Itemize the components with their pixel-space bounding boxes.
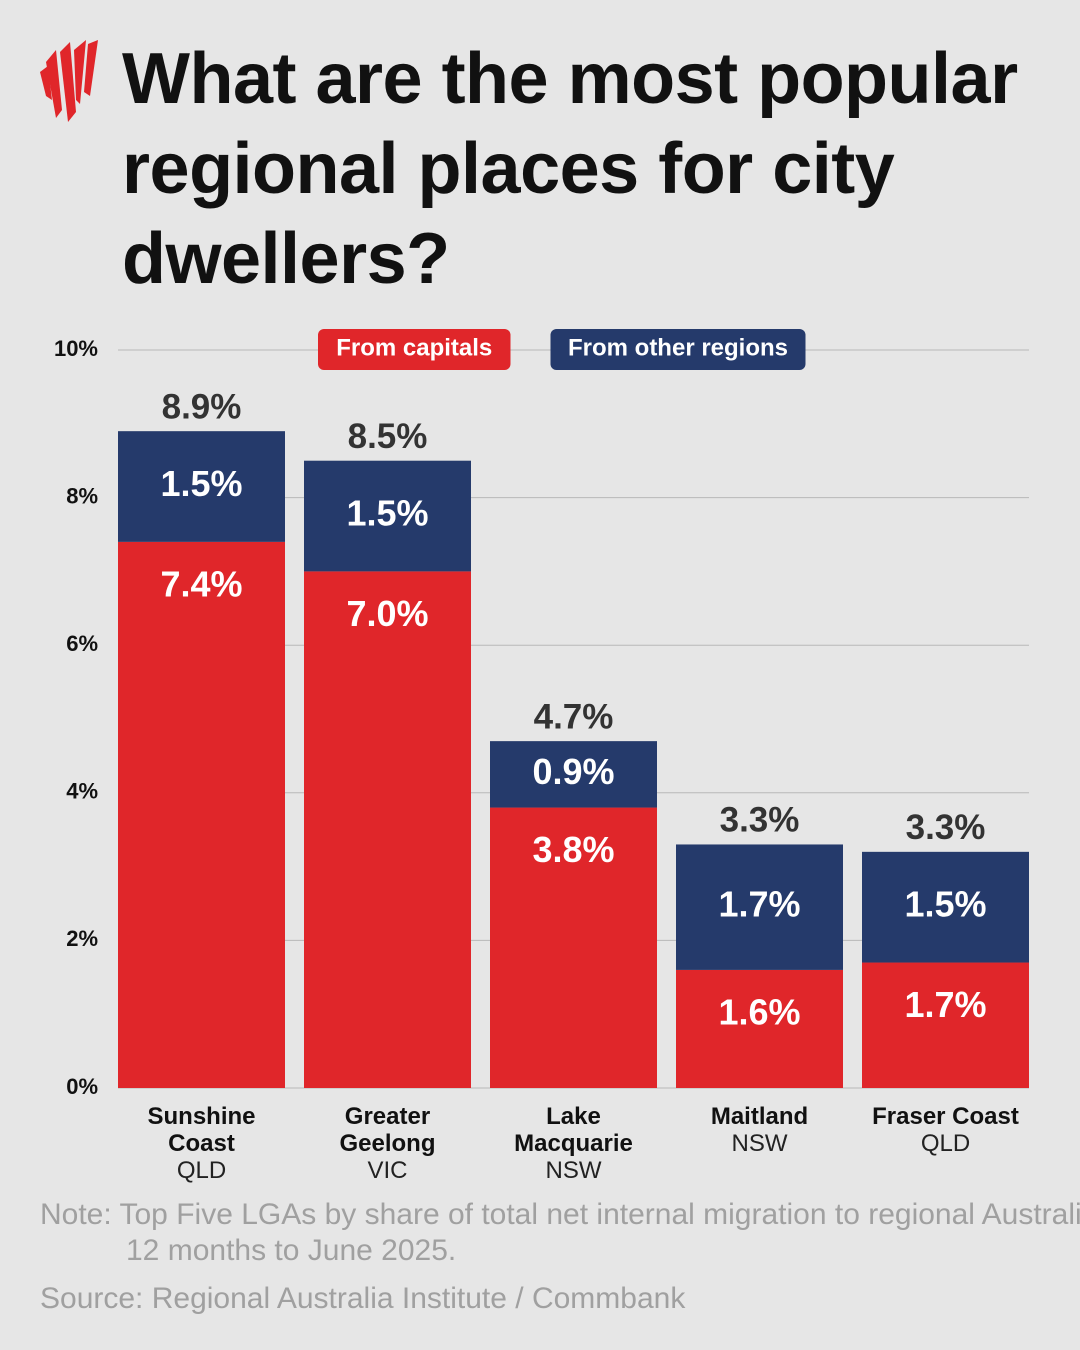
segment-label: 1.5% bbox=[160, 463, 242, 504]
total-label: 4.7% bbox=[534, 697, 614, 736]
category-label-group: Sunshine Coast QLD bbox=[116, 1103, 288, 1184]
bar-segment bbox=[862, 962, 1029, 1088]
segment-label: 7.0% bbox=[346, 593, 428, 634]
category-sublabel: NSW bbox=[545, 1157, 602, 1184]
category-sublabel: VIC bbox=[367, 1157, 408, 1184]
note: Note: Top Five LGAs by share of total ne… bbox=[40, 1198, 1080, 1267]
title: What are the most popular regional place… bbox=[122, 39, 1018, 299]
segment-label: 1.6% bbox=[718, 991, 800, 1032]
category-label: Lake Macquarie bbox=[514, 1103, 633, 1157]
bar-segment bbox=[676, 844, 843, 970]
bar-segment bbox=[118, 541, 285, 1088]
bar-segment bbox=[304, 571, 471, 1088]
category-label: Maitland bbox=[710, 1103, 809, 1130]
segment-label: 1.7% bbox=[718, 884, 800, 925]
segment-label: 1.7% bbox=[904, 984, 986, 1025]
category-label: Sunshine Coast bbox=[147, 1103, 256, 1157]
source: Source: Regional Australia Institute / C… bbox=[40, 1282, 686, 1315]
total-label: 3.3% bbox=[720, 801, 800, 840]
segment-label: 1.5% bbox=[904, 884, 986, 925]
bar-segment bbox=[862, 851, 1029, 963]
y-tick-label: 8% bbox=[66, 483, 98, 508]
segment-label: 0.9% bbox=[532, 751, 614, 792]
category-label-group: Fraser Coast QLD bbox=[860, 1103, 1032, 1157]
logo bbox=[40, 40, 98, 122]
y-tick-label: 4% bbox=[66, 779, 98, 804]
category-label-group: Maitland NSW bbox=[674, 1103, 846, 1157]
segment-label: 7.4% bbox=[160, 563, 242, 604]
total-label: 8.9% bbox=[162, 387, 242, 426]
bar-segment bbox=[490, 807, 657, 1088]
legend-swatch bbox=[550, 329, 806, 370]
bar-segment bbox=[118, 431, 285, 542]
category-sublabel: NSW bbox=[731, 1130, 788, 1157]
y-tick-label: 10% bbox=[54, 336, 98, 361]
category-sublabel: QLD bbox=[176, 1157, 227, 1184]
y-tick-label: 0% bbox=[66, 1074, 98, 1099]
total-label: 8.5% bbox=[348, 417, 428, 456]
legend-label: From other regions bbox=[568, 334, 788, 361]
segment-label: 1.5% bbox=[346, 493, 428, 534]
category-label-group: Greater Geelong VIC bbox=[302, 1103, 474, 1184]
total-label: 3.3% bbox=[906, 808, 986, 847]
bar-segment bbox=[676, 969, 843, 1088]
bar-segment bbox=[304, 460, 471, 572]
y-tick-label: 6% bbox=[66, 631, 98, 656]
y-tick-label: 2% bbox=[66, 926, 98, 951]
bar-segment bbox=[490, 741, 657, 808]
legend-swatch bbox=[318, 329, 511, 370]
category-label: Greater Geelong bbox=[339, 1103, 436, 1157]
segment-label: 3.8% bbox=[532, 829, 614, 870]
legend-label: From capitals bbox=[336, 334, 492, 361]
category-label: Fraser Coast bbox=[872, 1103, 1019, 1130]
category-label-group: Lake Macquarie NSW bbox=[488, 1103, 660, 1184]
category-sublabel: QLD bbox=[920, 1130, 971, 1157]
